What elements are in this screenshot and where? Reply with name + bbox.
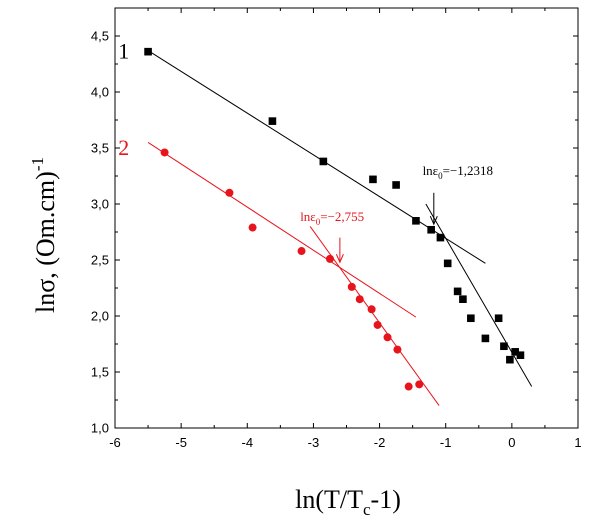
fit-lines	[147, 50, 533, 406]
x-tick-label: -1	[440, 435, 452, 450]
annotation-value: =−2,755	[320, 209, 364, 224]
y-tick-label: 4,0	[91, 85, 109, 100]
x-axis-title: ln(T/Tc-1)	[295, 485, 401, 519]
annotation-sub: 0	[438, 171, 443, 181]
data-point-1	[511, 348, 519, 356]
data-point-1	[268, 117, 277, 125]
fit-line-2	[147, 141, 417, 318]
series-label-1: 1	[118, 39, 129, 64]
y-axis: 1,0 1,5 2,0 2,5 3,0 3,5 4,0 4,5	[91, 7, 578, 436]
x-tick-label: -6	[109, 435, 121, 450]
data-point-1	[467, 314, 475, 323]
data-point-1	[494, 314, 503, 323]
data-point-1	[516, 351, 525, 359]
data-point-1	[369, 175, 377, 184]
data-point-2	[404, 382, 413, 391]
y-tick-label: 1,5	[91, 365, 109, 380]
x-tick-label: -3	[308, 435, 320, 450]
data-point-1	[392, 181, 400, 189]
data-point-1	[443, 259, 452, 268]
data-points	[144, 47, 525, 391]
data-point-2	[373, 320, 382, 329]
annotation-main: lnε	[423, 163, 439, 178]
x-tick-label: -2	[374, 435, 386, 450]
x-tick-label: 1	[574, 435, 581, 450]
data-point-2	[415, 380, 424, 389]
data-point-2	[325, 254, 334, 263]
data-point-1	[506, 355, 514, 364]
data-point-1	[319, 157, 328, 166]
fit-line-1	[425, 203, 533, 387]
data-point-1	[481, 334, 490, 343]
data-point-1	[500, 342, 508, 351]
y-tick-label: 2,0	[91, 309, 109, 324]
data-point-2	[393, 345, 402, 354]
data-point-2	[347, 282, 356, 291]
series-labels: 12	[118, 39, 129, 160]
fit-line-2	[309, 226, 440, 406]
y-axis-title: lnσ, (Om.cm)-1	[28, 157, 60, 313]
data-point-2	[225, 188, 234, 197]
series-label-2: 2	[118, 135, 129, 160]
data-point-2	[248, 223, 257, 232]
y-tick-label: 3,0	[91, 197, 109, 212]
data-point-1	[453, 287, 462, 296]
data-point-2	[367, 305, 376, 314]
data-point-1	[459, 295, 467, 303]
annotation-label: lnε0=−1,2318	[423, 163, 494, 181]
annotation-value: =−1,2318	[443, 163, 493, 178]
data-point-1	[412, 217, 420, 225]
annotation-arrowhead	[429, 215, 438, 226]
annotation-label: lnε0=−2,755	[300, 209, 364, 227]
data-point-2	[160, 148, 169, 157]
data-point-1	[427, 225, 435, 234]
y-tick-label: 3,5	[91, 141, 109, 156]
annotation-arrowhead	[335, 254, 344, 264]
annotation-main: lnε	[300, 209, 316, 224]
y-tick-label: 2,5	[91, 253, 109, 268]
data-point-1	[144, 47, 152, 56]
data-point-1	[436, 233, 445, 242]
x-axis: -6 -5 -4 -3 -2 -1 0 1	[109, 8, 582, 450]
data-point-2	[297, 247, 306, 256]
y-tick-label: 4,5	[91, 29, 109, 44]
y-tick-label: 1,0	[91, 421, 109, 436]
x-tick-label: -5	[175, 435, 187, 450]
data-point-2	[383, 333, 392, 342]
data-point-2	[355, 295, 364, 304]
x-tick-label: -4	[242, 435, 254, 450]
annotation-sub: 0	[316, 217, 321, 227]
x-tick-label: 0	[508, 435, 515, 450]
